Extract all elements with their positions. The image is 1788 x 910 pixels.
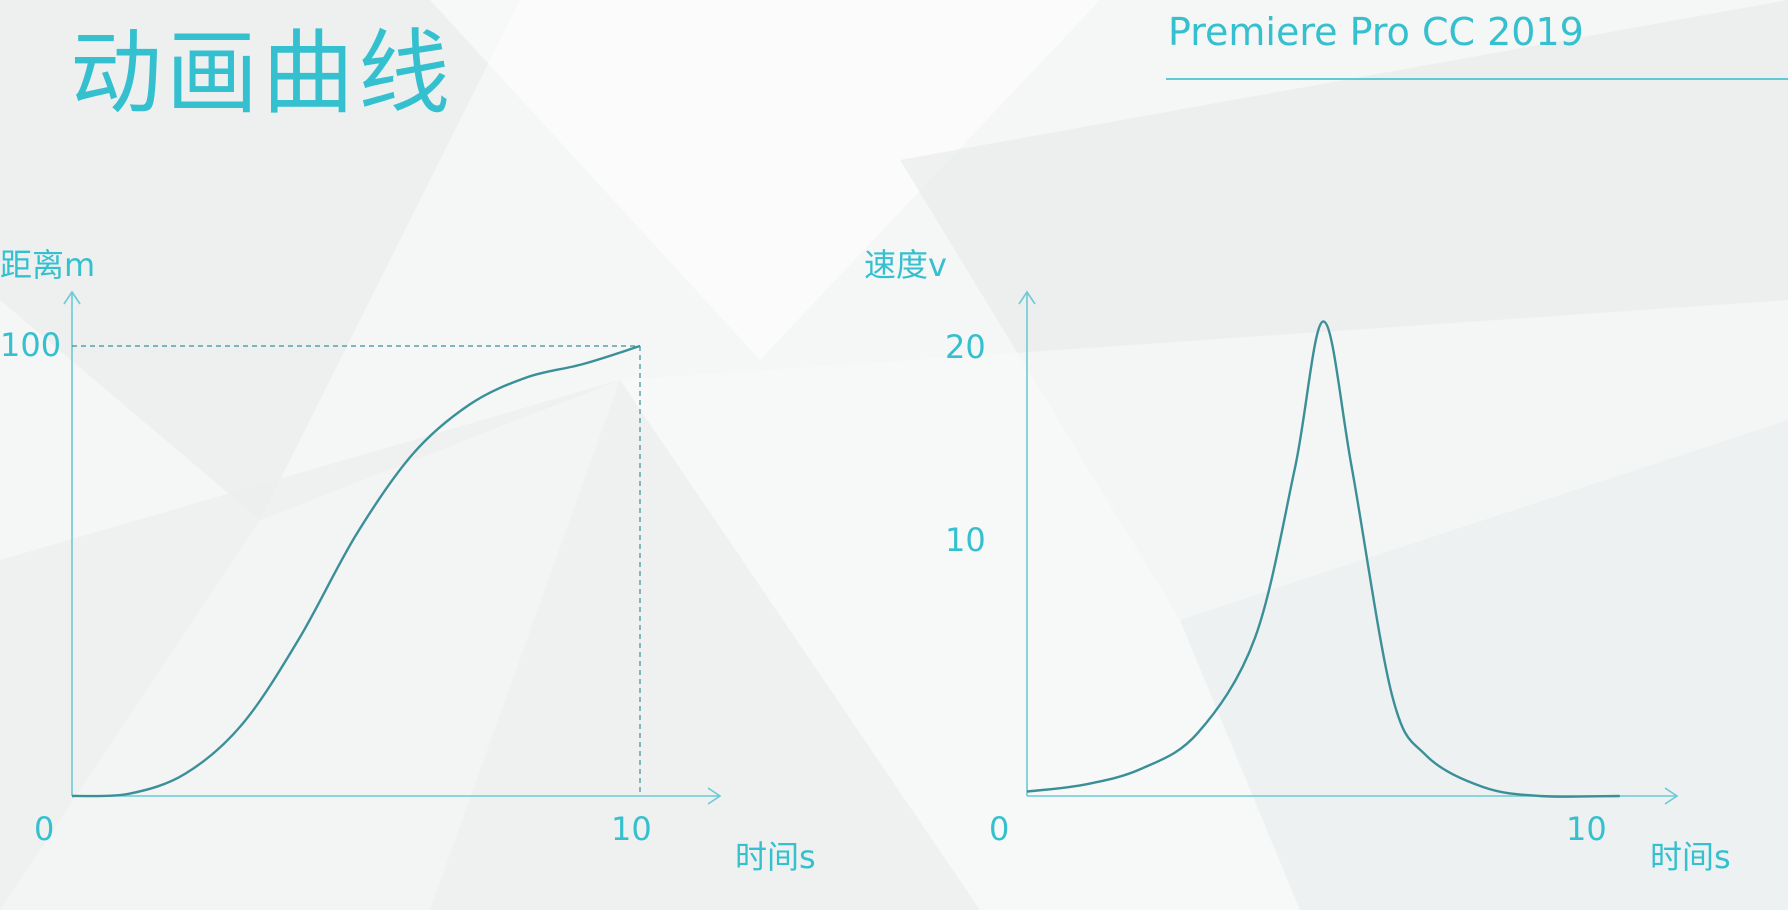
speed-curve-group xyxy=(1026,320,1620,798)
speed-y-tick-20: 20 xyxy=(945,328,986,366)
speed-x-label: 时间s xyxy=(1650,838,1731,876)
distance-y-label: 距离m xyxy=(0,246,95,284)
brand-text: Premiere Pro CC 2019 xyxy=(1168,10,1584,54)
brand-divider xyxy=(1166,78,1788,80)
distance-y-tick-100: 100 xyxy=(0,326,61,364)
speed-y-tick-10: 10 xyxy=(945,521,986,559)
slide-title: 动画曲线 xyxy=(70,20,455,127)
distance-x-tick-0: 0 xyxy=(34,810,54,848)
speed-y-label: 速度v xyxy=(864,246,947,284)
speed-x-tick-10: 10 xyxy=(1566,810,1607,848)
speed-y-arrow xyxy=(1018,290,1036,305)
speed-x-arrow xyxy=(1664,787,1679,805)
distance-y-arrow xyxy=(63,290,81,305)
distance-x-tick-10: 10 xyxy=(611,810,652,848)
speed-curve xyxy=(1026,320,1620,798)
speed-x-tick-0: 0 xyxy=(989,810,1009,848)
distance-guide-lines xyxy=(72,345,641,796)
distance-x-label: 时间s xyxy=(735,838,816,876)
distance-x-arrow xyxy=(707,787,722,805)
distance-curve xyxy=(71,344,641,798)
distance-curve-group xyxy=(71,344,641,798)
